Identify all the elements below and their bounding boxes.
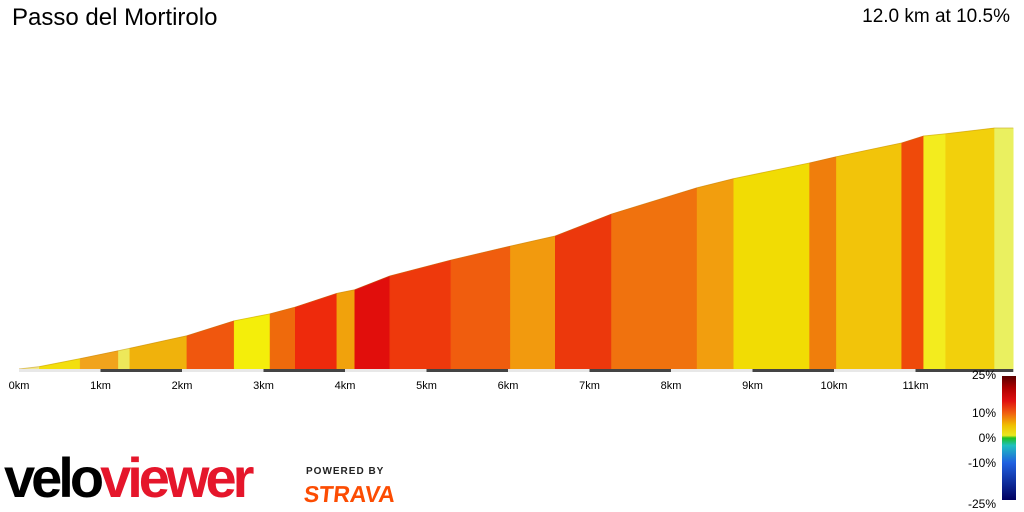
km-band-segment-9 — [671, 369, 753, 372]
chart-title: Passo del Mortirolo — [12, 4, 218, 31]
gradient-legend: 25% 10% 0% -10% -25% — [968, 368, 1016, 511]
x-tick-label-6: 6km — [498, 380, 519, 392]
x-tick-label-1: 1km — [90, 380, 111, 392]
powered-by-label: POWERED BY — [306, 466, 385, 477]
profile-segment-16 — [611, 187, 698, 370]
legend-label-0: 0% — [979, 431, 997, 445]
km-band-segment-1 — [19, 369, 101, 372]
strava-logo: STRAVA — [302, 481, 397, 507]
x-tick-label-8: 8km — [661, 380, 682, 392]
legend-label-minus-10: -10% — [968, 456, 996, 470]
x-tick-label-11: 11km — [902, 380, 928, 392]
gradient-legend-bar — [1002, 376, 1016, 500]
profile-segment-7 — [233, 313, 271, 370]
profile-segment-22 — [923, 133, 946, 370]
x-tick-label-5: 5km — [416, 380, 437, 392]
x-tick-label-3: 3km — [253, 380, 274, 392]
legend-label-25: 25% — [972, 368, 996, 382]
profile-segment-8 — [269, 306, 296, 370]
profile-segment-4 — [118, 347, 131, 370]
profile-segment-12 — [389, 259, 452, 370]
profile-segment-19 — [809, 156, 837, 370]
legend-label-10: 10% — [972, 406, 996, 420]
profile-segment-21 — [901, 135, 924, 370]
logo-velo: velo — [4, 446, 104, 509]
km-band-segment-8 — [589, 369, 671, 372]
profile-segment-13 — [450, 245, 511, 370]
profile-segment-24 — [994, 127, 1014, 370]
profile-segment-17 — [696, 178, 735, 370]
km-band-segment-3 — [182, 369, 264, 372]
km-band-segment-6 — [426, 369, 508, 372]
x-tick-label-2: 2km — [172, 380, 193, 392]
km-band-segment-5 — [345, 369, 427, 372]
km-band-segment-12 — [915, 369, 1014, 372]
x-tick-label-9: 9km — [742, 380, 763, 392]
veloviewer-logo: veloviewer — [4, 450, 294, 510]
km-band — [19, 369, 1014, 372]
km-band-segment-2 — [100, 369, 182, 372]
profile-segment-14 — [510, 235, 556, 370]
logo-viewer: viewer — [100, 446, 254, 509]
km-band-segment-4 — [263, 369, 345, 372]
profile-outline — [18, 127, 1014, 370]
km-band-segment-11 — [834, 369, 916, 372]
x-tick-label-0: 0km — [9, 380, 30, 392]
profile-segment-11 — [354, 275, 391, 370]
profile-segment-23 — [945, 127, 995, 370]
legend-label-minus-25: -25% — [968, 497, 996, 511]
profile-segment-3 — [79, 350, 119, 370]
x-axis-ticks: 0km 1km 2km 3km 4km 5km 6km 7km 8km 9km 10km 11km — [9, 380, 929, 392]
profile-segment-15 — [555, 213, 612, 370]
profile-segment-20 — [836, 142, 902, 370]
climb-summary: 12.0 km at 10.5% — [862, 6, 1010, 27]
profile-segments — [18, 127, 1014, 370]
profile-segment-5 — [129, 335, 188, 370]
x-tick-label-10: 10km — [821, 380, 848, 392]
km-band-segment-7 — [508, 369, 590, 372]
profile-segment-10 — [336, 289, 356, 370]
km-band-segment-10 — [752, 369, 834, 372]
x-tick-label-7: 7km — [579, 380, 600, 392]
profile-segment-18 — [733, 162, 810, 370]
x-tick-label-4: 4km — [335, 380, 356, 392]
